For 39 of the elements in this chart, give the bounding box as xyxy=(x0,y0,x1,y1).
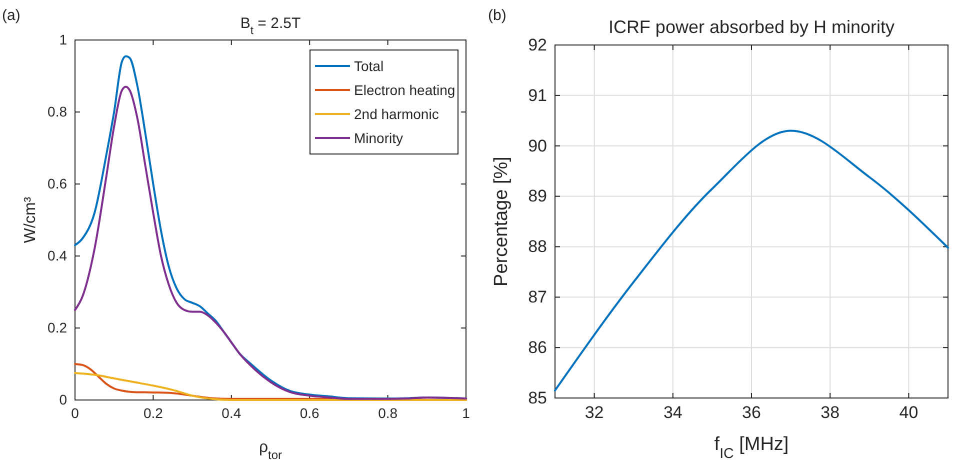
legend-label: Minority xyxy=(354,130,404,146)
text: (b) xyxy=(488,7,506,24)
y-tick-label: 86 xyxy=(528,338,547,358)
x-tick-label: 1 xyxy=(462,404,470,421)
line-series xyxy=(74,372,467,401)
y-tick-label: 90 xyxy=(528,136,547,156)
y-tick-label: 85 xyxy=(528,388,547,408)
x-tick-label: 34 xyxy=(663,403,682,422)
x-tick-label: 0 xyxy=(71,404,80,421)
x-tick-label: 0.8 xyxy=(378,404,398,421)
y-tick-label: 0.6 xyxy=(48,175,68,192)
y-axis-title: W/cm³ xyxy=(22,196,39,244)
x-tick-label: 32 xyxy=(584,403,604,422)
chart-title: B$_{t}$ = 2.5T xyxy=(240,15,301,37)
x-tick-label: 40 xyxy=(899,403,918,422)
x-tick-label: 0.6 xyxy=(300,404,320,421)
x-axis-title: f$_{IC}$ [MHz] xyxy=(714,434,789,462)
line-series xyxy=(554,130,949,392)
y-tick-label: 0 xyxy=(59,391,68,408)
y-tick-label: 92 xyxy=(528,35,547,54)
text: (a) xyxy=(2,7,20,24)
x-tick-label: 0.4 xyxy=(222,404,242,421)
chart-title: ICRF power absorbed by H minority xyxy=(608,17,895,37)
y-tick-label: 0.8 xyxy=(48,103,68,120)
y-tick-label: 88 xyxy=(528,237,547,256)
y-axis-title: Percentage [%] xyxy=(491,156,512,286)
y-tick-label: 0.2 xyxy=(48,319,68,336)
x-axis-title: ρ$_{tor}$ xyxy=(258,439,282,462)
y-tick-label: 91 xyxy=(528,86,547,105)
legend-label: Electron heating xyxy=(354,82,456,98)
y-tick-label: 0.4 xyxy=(48,247,68,264)
y-tick-label: 1 xyxy=(59,31,68,48)
legend-label: 2nd harmonic xyxy=(354,106,439,122)
x-tick-label: 0.2 xyxy=(143,404,164,421)
legend-label: Total xyxy=(354,58,384,74)
y-tick-label: 87 xyxy=(528,288,547,307)
y-tick-label: 89 xyxy=(528,186,547,206)
x-tick-label: 38 xyxy=(820,403,840,422)
x-tick-label: 36 xyxy=(742,403,761,422)
